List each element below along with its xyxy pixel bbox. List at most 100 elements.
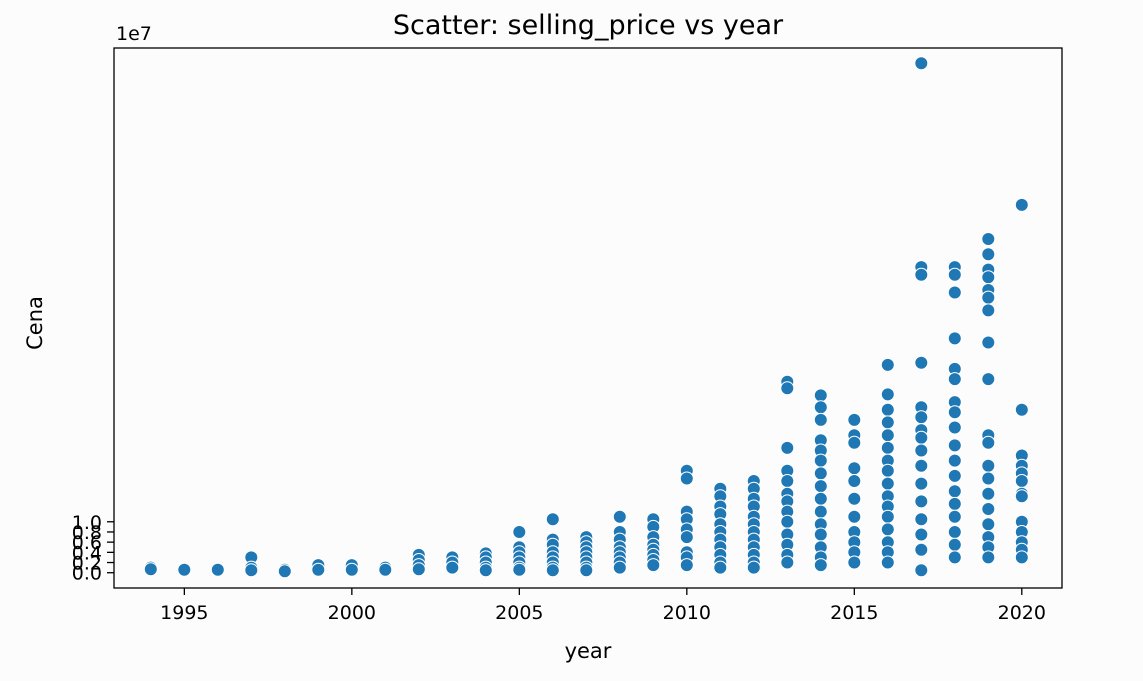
- data-point: [813, 466, 828, 481]
- y-tick-label: 0.8: [72, 522, 102, 544]
- data-point: [981, 486, 996, 501]
- data-point: [1014, 197, 1029, 212]
- data-point: [981, 502, 996, 516]
- x-tick-label: 2015: [830, 602, 878, 624]
- y-axis-label: Cena: [23, 296, 47, 350]
- data-point: [981, 303, 996, 318]
- data-point: [981, 550, 996, 565]
- data-point: [880, 387, 895, 402]
- x-axis-label: year: [565, 639, 612, 663]
- data-point: [947, 496, 962, 511]
- data-point: [981, 435, 996, 450]
- data-point: [847, 491, 862, 506]
- data-point: [914, 527, 929, 542]
- data-point: [981, 247, 996, 262]
- data-point: [512, 562, 527, 577]
- data-point: [880, 509, 895, 524]
- data-point: [947, 468, 962, 483]
- data-point: [847, 461, 862, 476]
- x-tick-label: 2010: [663, 602, 711, 624]
- data-point: [947, 331, 962, 346]
- data-point: [478, 563, 493, 578]
- y-tick-label: 0.4: [72, 542, 102, 564]
- data-point: [947, 550, 962, 565]
- axis-ticks: 1995 2000 2005 2010 2015 2020 0.00.20.40.60.81…: [72, 512, 1046, 624]
- data-point: [880, 463, 895, 478]
- data-point: [947, 438, 962, 453]
- data-point: [612, 509, 627, 524]
- data-point: [1014, 489, 1029, 504]
- data-point: [378, 562, 393, 577]
- x-tick-label: 2020: [998, 602, 1046, 624]
- y-tick-label: 0.0: [72, 563, 102, 585]
- data-point: [612, 560, 627, 575]
- data-point: [914, 267, 929, 282]
- data-point: [143, 562, 158, 577]
- data-point: [512, 525, 527, 539]
- data-point: [813, 400, 828, 415]
- data-point: [947, 372, 962, 387]
- data-point: [981, 232, 996, 246]
- data-point: [981, 372, 996, 387]
- data-point: [813, 388, 828, 403]
- data-point: [210, 562, 225, 577]
- data-point: [847, 555, 862, 570]
- data-point: [813, 504, 828, 519]
- data-point: [947, 525, 962, 539]
- data-point: [947, 537, 962, 552]
- data-point: [947, 267, 962, 282]
- data-point: [813, 453, 828, 468]
- data-point: [947, 420, 962, 435]
- data-point: [981, 471, 996, 486]
- x-tick-label: 2005: [495, 602, 543, 624]
- data-point: [880, 440, 895, 455]
- data-point: [311, 562, 326, 577]
- data-point: [445, 560, 460, 575]
- data-point: [947, 453, 962, 468]
- data-point: [679, 530, 694, 545]
- data-point: [780, 474, 795, 488]
- data-point: [847, 509, 862, 524]
- data-point: [981, 335, 996, 350]
- data-point: [813, 558, 828, 573]
- data-point: [947, 509, 962, 524]
- data-point: [780, 555, 795, 570]
- data-point: [545, 512, 560, 527]
- data-point: [847, 412, 862, 427]
- data-point: [746, 560, 761, 575]
- data-point: [847, 435, 862, 450]
- data-point: [914, 512, 929, 527]
- data-point: [880, 522, 895, 537]
- data-point: [679, 558, 694, 573]
- data-point: [947, 484, 962, 499]
- data-point: [947, 405, 962, 420]
- data-point: [914, 494, 929, 509]
- data-point: [1014, 550, 1029, 565]
- data-point: [780, 514, 795, 529]
- data-point: [579, 563, 594, 578]
- plot-area-frame: [113, 47, 1063, 589]
- data-point: [880, 357, 895, 372]
- data-point: [847, 474, 862, 488]
- chart-title: Scatter: selling_price vs year: [393, 10, 784, 41]
- data-point: [914, 563, 929, 578]
- data-point: [914, 355, 929, 370]
- data-point: [545, 563, 560, 578]
- x-tick-label: 1995: [160, 602, 208, 624]
- data-point: [914, 542, 929, 557]
- y-tick-label: 0.2: [72, 553, 102, 575]
- data-point: [813, 479, 828, 494]
- data-point: [813, 527, 828, 542]
- data-point: [780, 381, 795, 396]
- data-point: [780, 440, 795, 455]
- data-point: [1014, 474, 1029, 488]
- data-point: [646, 558, 661, 573]
- data-point: [914, 458, 929, 473]
- data-point: [244, 563, 259, 578]
- data-point: [813, 412, 828, 427]
- data-point: [880, 402, 895, 417]
- data-point: [813, 491, 828, 506]
- data-point: [344, 562, 359, 577]
- y-tick-label: 1.0: [72, 512, 102, 534]
